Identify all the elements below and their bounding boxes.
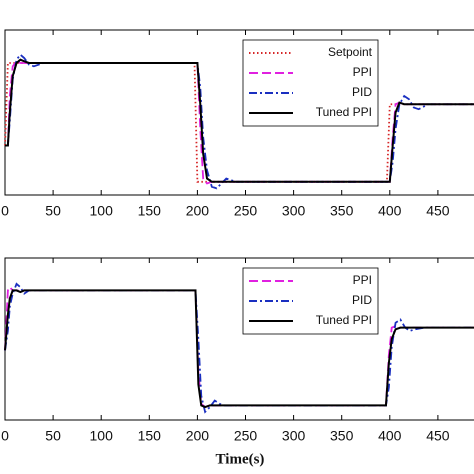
legend-label: Tuned PPI xyxy=(316,313,372,327)
legend-label: PID xyxy=(352,85,372,99)
legend-label: PPI xyxy=(353,65,372,79)
x-tick-label: 350 xyxy=(330,428,354,444)
plot: 0 50 100 150 200 250 300 350 400 450 Time(s) PPI PID… xyxy=(1,257,474,467)
x-tick-label: 450 xyxy=(426,428,450,444)
legend-label: Tuned PPI xyxy=(316,105,372,119)
series-line xyxy=(5,58,474,183)
series-line xyxy=(5,60,474,185)
x-tick-label: 300 xyxy=(282,428,306,444)
x-tick-label: 100 xyxy=(90,428,114,444)
x-tick-label: 450 xyxy=(426,203,450,219)
legend-box xyxy=(242,39,379,127)
x-tick-label: 350 xyxy=(330,203,354,219)
x-tick-label: 50 xyxy=(45,428,61,444)
series-line xyxy=(4,289,474,409)
x-tick-label: 200 xyxy=(186,428,210,444)
x-tick-label: 200 xyxy=(186,203,210,219)
x-tick-label: 300 xyxy=(282,203,306,219)
series-line xyxy=(4,285,474,409)
legend-label: Setpoint xyxy=(328,45,373,59)
x-tick-label: 50 xyxy=(45,203,61,219)
legend-label: PID xyxy=(352,293,372,307)
x-tick-label: 150 xyxy=(138,203,162,219)
x-tick-label: 250 xyxy=(234,203,258,219)
axes-box xyxy=(4,257,474,421)
plot: 0 50 100 150 200 250 300 350 400 450 Setpoint PPI PI… xyxy=(1,29,474,219)
x-tick-label: 400 xyxy=(378,203,402,219)
x-tick-label: 400 xyxy=(378,428,402,444)
series-line xyxy=(5,53,474,190)
legend: Setpoint PPI PID Tuned PPI xyxy=(242,39,379,127)
series-line xyxy=(4,282,474,414)
x-tick-label: 0 xyxy=(1,203,9,219)
x-tick-label: 100 xyxy=(90,203,114,219)
x-tick-label: 250 xyxy=(234,428,258,444)
series-line xyxy=(4,62,474,183)
x-tick-label: 0 xyxy=(1,428,9,444)
axes-box xyxy=(4,29,474,196)
x-tick-label: 150 xyxy=(138,428,162,444)
legend: PPI PID Tuned PPI xyxy=(242,267,379,335)
legend-label: PPI xyxy=(353,273,372,287)
x-axis-label: Time(s) xyxy=(216,451,265,467)
